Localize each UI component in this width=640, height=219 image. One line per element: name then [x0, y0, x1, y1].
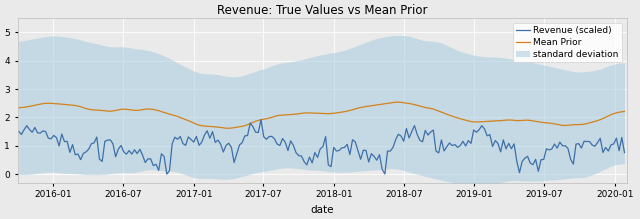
Line: Revenue (scaled): Revenue (scaled): [19, 120, 625, 174]
Line: Mean Prior: Mean Prior: [19, 102, 625, 128]
X-axis label: date: date: [310, 205, 334, 215]
Legend: Revenue (scaled), Mean Prior, standard deviation: Revenue (scaled), Mean Prior, standard d…: [513, 23, 622, 62]
Title: Revenue: True Values vs Mean Prior: Revenue: True Values vs Mean Prior: [217, 4, 428, 17]
